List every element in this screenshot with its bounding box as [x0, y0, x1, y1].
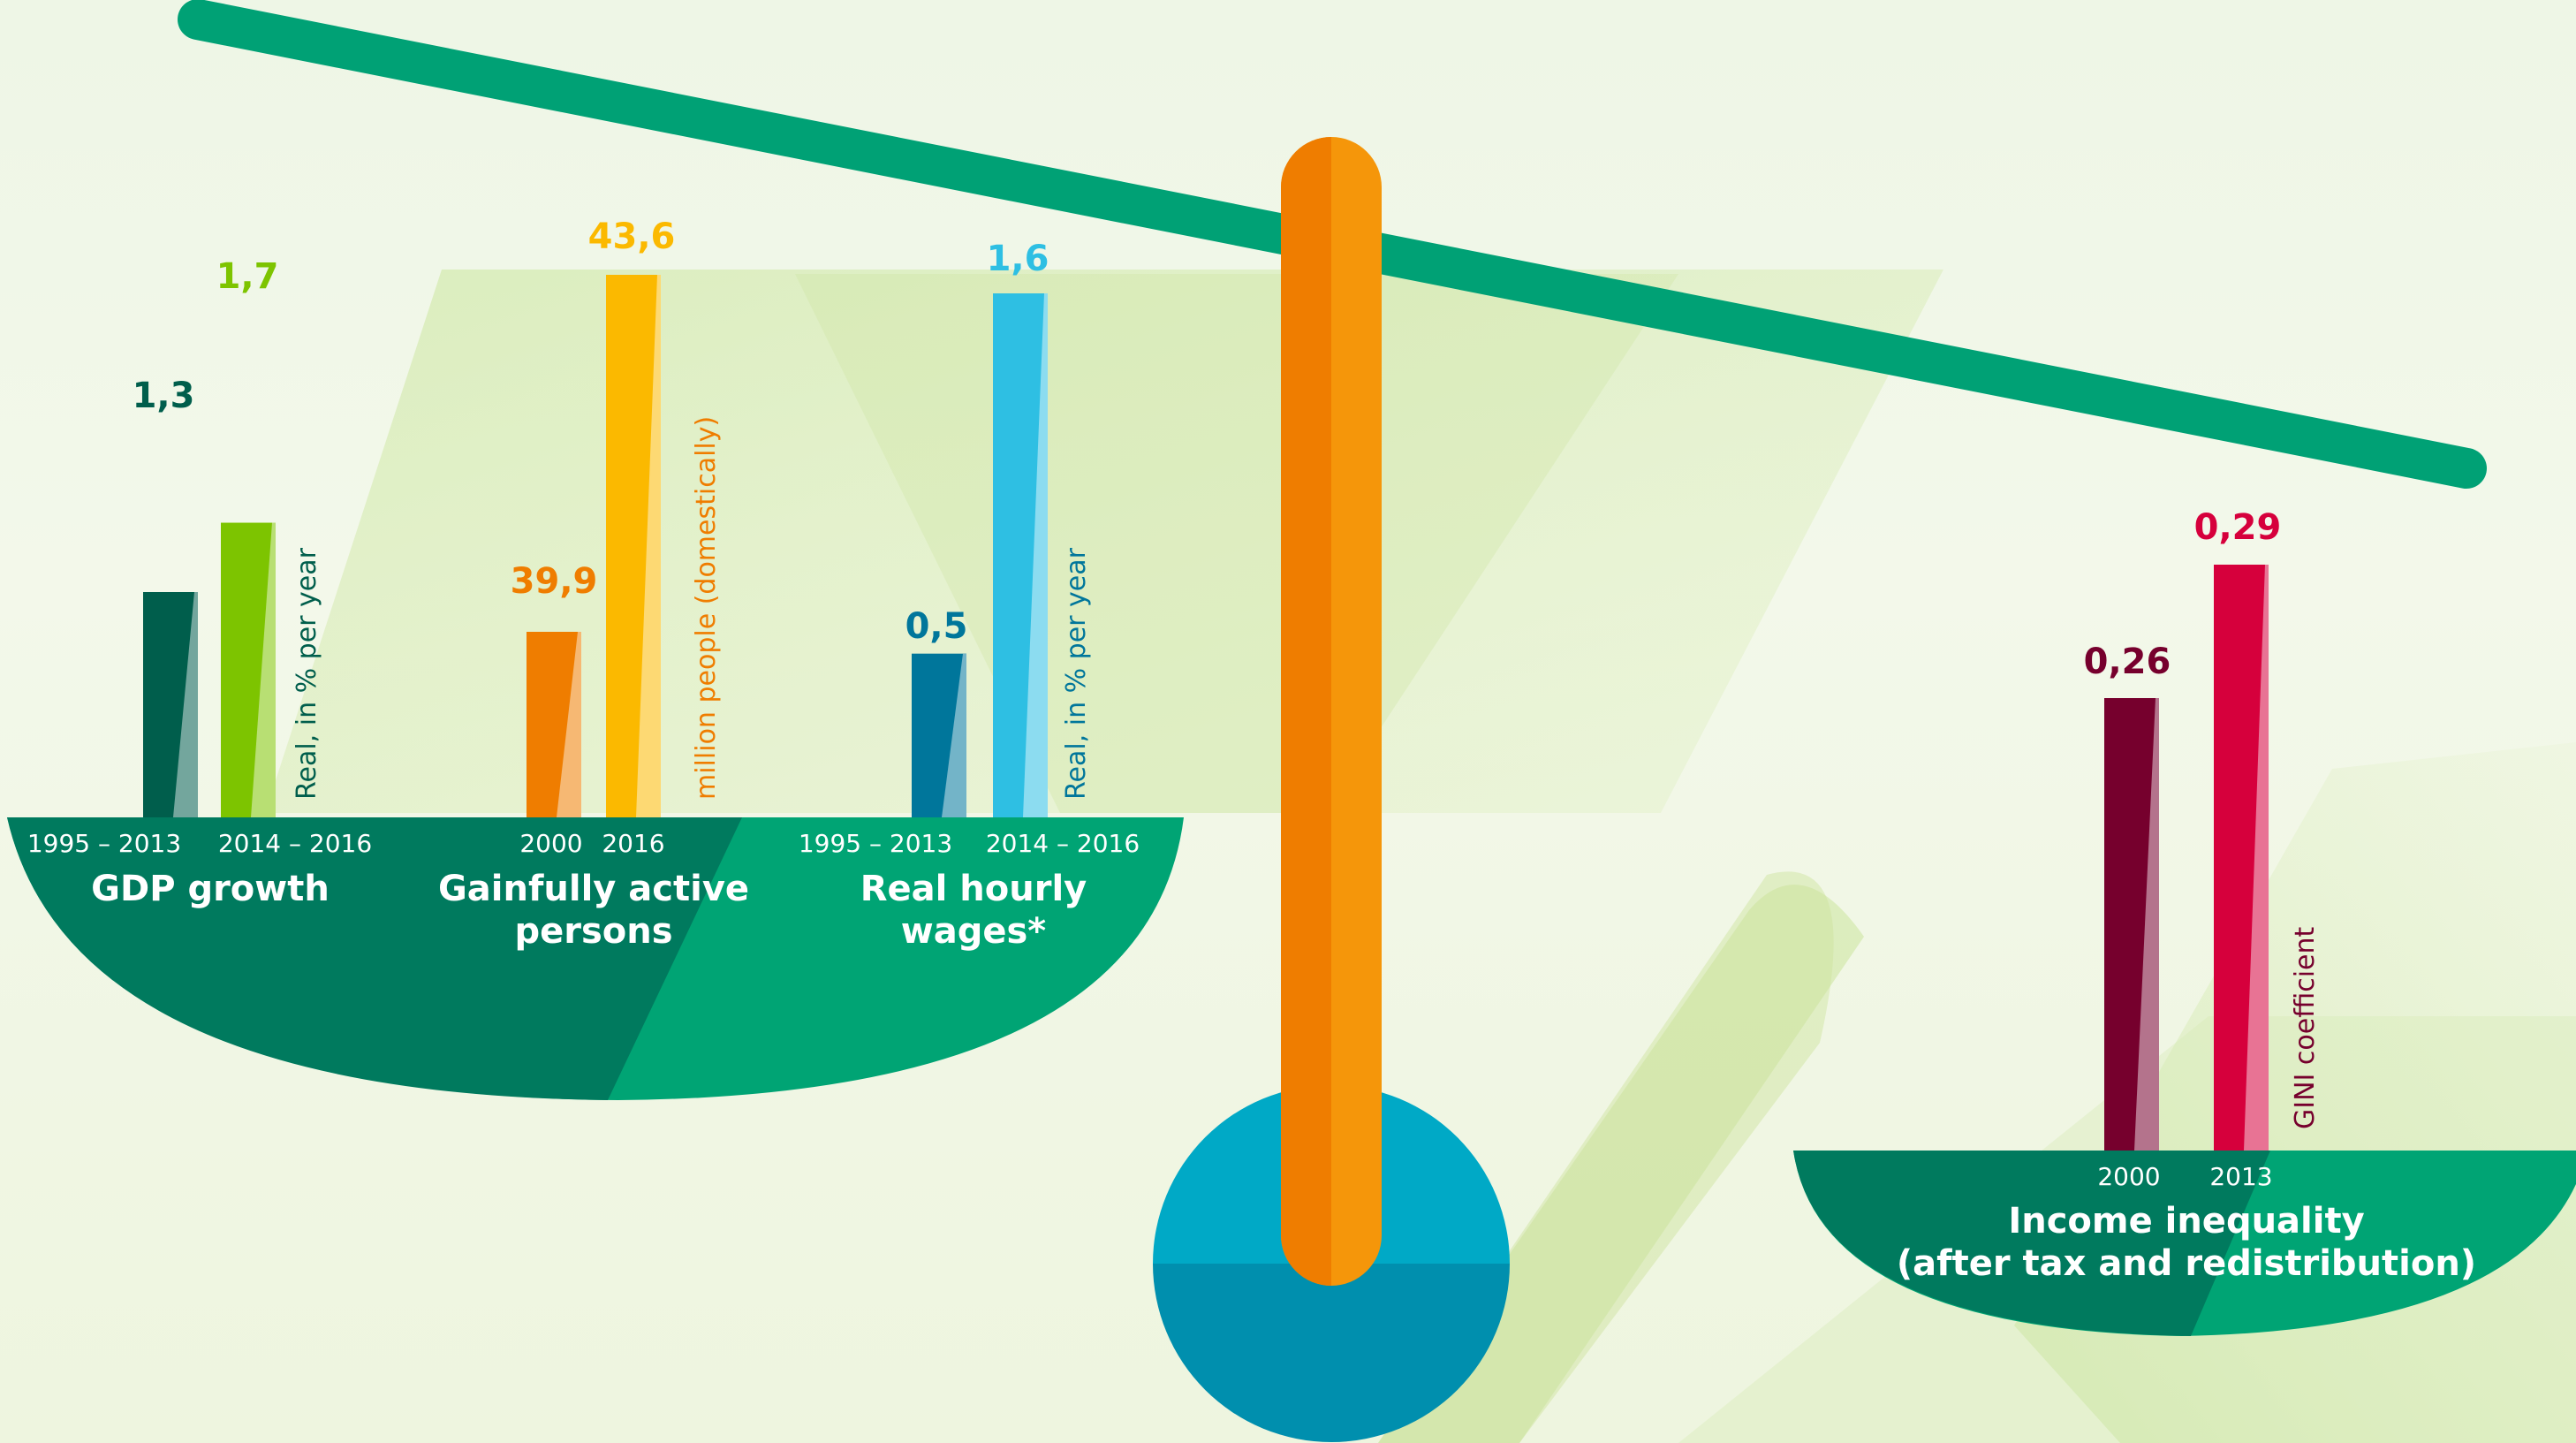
wages-title-line-2: wages* [900, 911, 1047, 952]
wages-year-label-2: 2014 – 2016 [985, 829, 1140, 858]
gdp-year-label-1: 1995 – 2013 [27, 829, 182, 858]
persons-title-line-2: persons [514, 911, 673, 952]
gini-value-2013: 0,29 [2193, 507, 2282, 548]
right-scale-pan [1793, 1151, 2576, 1336]
wages-unit-label: Real, in % per year [1061, 548, 1092, 800]
gini-category-title: Income inequality (after tax and redistr… [1897, 1200, 2476, 1285]
wages-value-2014-2016: 1,6 [986, 239, 1049, 279]
left-scale-pan [7, 817, 1184, 1100]
gini-title-line-2: (after tax and redistribution) [1896, 1243, 2477, 1284]
gdp-value-1995-2013: 1,3 [132, 376, 195, 416]
persons-unit-label: million people (domestically) [691, 415, 722, 800]
persons-title-line-1: Gainfully active [437, 869, 750, 909]
gdp-bar-1995-2013-facet [173, 592, 198, 817]
persons-bar-2016-facet [636, 275, 661, 817]
gini-bar-2013-facet [2244, 565, 2269, 1151]
gini-year-label-2: 2013 [2209, 1162, 2273, 1191]
wages-bar-2014-2016-facet [1023, 293, 1048, 817]
gdp-unit-label: Real, in % per year [292, 548, 322, 800]
persons-category-title: Gainfully active persons [438, 868, 749, 953]
gdp-category-title: GDP growth [91, 869, 330, 909]
gini-unit-label: GINI coefficient [2290, 926, 2321, 1129]
gdp-bar-2014-2016-facet [251, 522, 276, 817]
persons-value-2016: 43,6 [587, 216, 676, 257]
gini-value-2000: 0,26 [2083, 642, 2171, 682]
gini-title-line-1: Income inequality [2008, 1201, 2365, 1242]
bar-marks [143, 275, 2269, 1151]
wages-value-1995-2013: 0,5 [905, 606, 968, 647]
gini-bar-2000-facet [2134, 698, 2159, 1151]
gini-year-label-1: 2000 [2097, 1162, 2161, 1191]
gdp-year-label-2: 2014 – 2016 [217, 829, 373, 858]
wages-bar-1995-2013-facet [942, 653, 966, 817]
persons-year-label-1: 2000 [519, 829, 583, 858]
wages-category-title: Real hourly wages* [860, 868, 1087, 953]
scale-post [1281, 137, 1382, 1286]
persons-year-label-2: 2016 [602, 829, 665, 858]
persons-value-2000: 39,9 [510, 561, 598, 602]
wages-title-line-1: Real hourly [860, 869, 1087, 909]
persons-bar-2000-facet [557, 632, 581, 817]
gdp-value-2014-2016: 1,7 [216, 256, 279, 297]
wages-year-label-1: 1995 – 2013 [798, 829, 953, 858]
